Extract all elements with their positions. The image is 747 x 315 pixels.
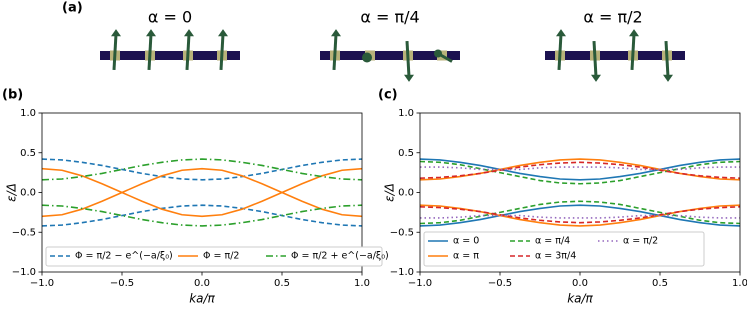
spin xyxy=(437,52,453,63)
legend-box xyxy=(45,246,383,267)
series-line xyxy=(420,160,740,185)
panel-label: (b) xyxy=(2,88,23,103)
spin xyxy=(362,52,372,63)
x-tick-label: 0.0 xyxy=(194,278,210,289)
y-axis-label: ε/Δ xyxy=(5,183,19,202)
series-line xyxy=(42,204,362,227)
panel-label: (a) xyxy=(62,1,83,16)
y-axis-label: ε/Δ xyxy=(383,183,397,202)
x-tick-label: 0.0 xyxy=(572,278,588,289)
legend-label: α = π/2 xyxy=(623,236,658,247)
spin-head xyxy=(218,29,228,37)
plot-area xyxy=(420,158,740,227)
spin xyxy=(112,33,118,70)
legend-label: α = 0 xyxy=(453,236,479,247)
spin-head xyxy=(146,29,156,37)
y-tick-label: −1.0 xyxy=(12,267,36,278)
legend-label: α = π xyxy=(453,251,479,262)
legend-label: Φ = π/2 + e^(−a/ξ₀) xyxy=(291,251,389,262)
y-tick-label: 1.0 xyxy=(398,108,414,119)
legend-label: α = π/4 xyxy=(535,236,570,247)
axes-frame xyxy=(419,112,741,273)
x-tick-label: −1.0 xyxy=(408,278,432,289)
series-line xyxy=(42,158,362,181)
chain xyxy=(545,51,685,60)
x-tick-label: 0.5 xyxy=(652,278,668,289)
y-tick-label: −1.0 xyxy=(390,267,414,278)
legend-label: α = 3π/4 xyxy=(535,251,576,262)
axes-frame xyxy=(41,112,363,273)
y-tick-label: 0.0 xyxy=(20,188,36,199)
y-tick-label: 0.5 xyxy=(398,148,414,159)
spin-head xyxy=(663,74,673,82)
legend-box xyxy=(423,231,705,267)
spin xyxy=(630,33,636,70)
y-tick-label: −0.5 xyxy=(12,227,36,238)
series-line xyxy=(420,204,740,227)
plot-area xyxy=(42,158,362,227)
chain xyxy=(320,51,460,60)
spin-head xyxy=(629,29,639,37)
x-tick-label: −0.5 xyxy=(488,278,512,289)
spin-head xyxy=(331,29,341,37)
x-tick-label: 1.0 xyxy=(732,278,747,289)
x-axis-label: ka/π xyxy=(189,292,215,306)
panel-label: (c) xyxy=(378,88,398,103)
diagram-label: α = π/4 xyxy=(360,8,419,27)
diagram-label: α = π/2 xyxy=(583,8,642,27)
series-line xyxy=(42,167,362,218)
y-tick-label: 0.5 xyxy=(20,148,36,159)
spin-head xyxy=(591,74,601,82)
series-line xyxy=(42,167,362,218)
x-axis-label: ka/π xyxy=(567,292,593,306)
spin-head xyxy=(556,29,566,37)
x-tick-label: 0.5 xyxy=(274,278,290,289)
spin xyxy=(185,33,191,70)
spin xyxy=(219,33,225,70)
y-tick-label: 0.0 xyxy=(398,188,414,199)
y-tick-label: −0.5 xyxy=(390,227,414,238)
spin xyxy=(664,41,670,78)
series-line xyxy=(420,200,740,225)
spin-head xyxy=(111,29,121,37)
series-line xyxy=(42,158,362,181)
spin-head xyxy=(184,29,194,37)
spin xyxy=(332,33,338,70)
series-line xyxy=(420,166,740,171)
spin-head xyxy=(404,74,414,82)
legend-label: Φ = π/2 xyxy=(203,251,239,262)
y-tick-label: 1.0 xyxy=(20,108,36,119)
series-line xyxy=(420,161,740,179)
x-tick-label: 1.0 xyxy=(354,278,370,289)
spin xyxy=(592,41,598,78)
diagram-label: α = 0 xyxy=(148,8,192,27)
spin xyxy=(147,33,153,70)
x-tick-label: −1.0 xyxy=(30,278,54,289)
legend-label: Φ = π/2 − e^(−a/ξ₀) xyxy=(75,251,173,262)
spin xyxy=(557,33,563,70)
spin xyxy=(405,41,411,78)
series-line xyxy=(420,206,740,224)
x-tick-label: −0.5 xyxy=(110,278,134,289)
series-line xyxy=(42,204,362,227)
series-line xyxy=(420,214,740,219)
series-line xyxy=(420,158,740,181)
chain xyxy=(100,51,240,60)
